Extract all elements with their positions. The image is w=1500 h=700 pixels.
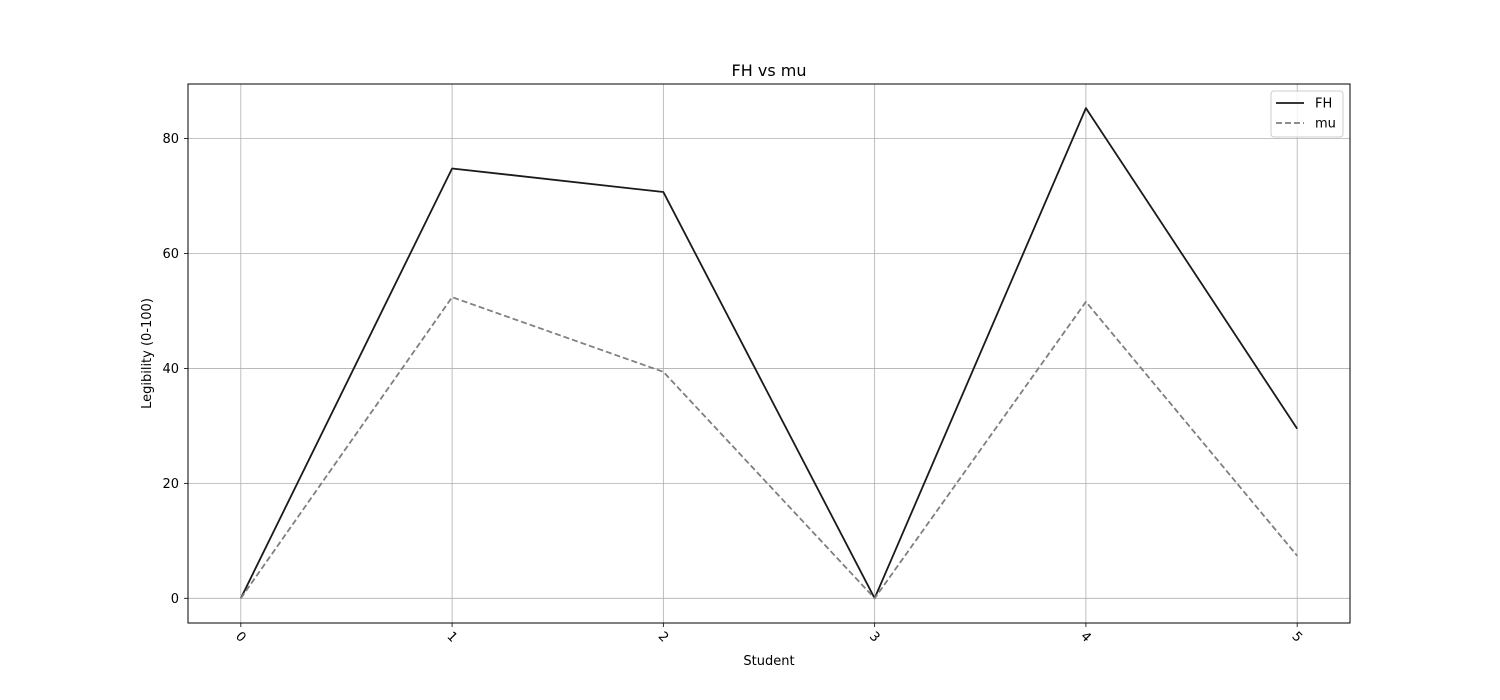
y-tick-label: 0 [171,592,179,607]
plot-frame [187,83,1351,624]
y-tick-label: 20 [162,477,179,492]
x-tick-label: 0 [232,629,248,645]
x-tick-label: 1 [444,629,460,645]
x-axis-label: Student [743,654,794,669]
series-line-fh [240,107,1298,600]
x-tick-label: 2 [655,629,671,645]
axis-ticks: 0 1 2 3 4 5 0 20 40 60 80 [162,132,1305,645]
y-tick-label: 60 [162,247,179,262]
chart-title: FH vs mu [732,61,807,80]
legend-label-mu: mu [1315,117,1336,132]
x-tick-label: 4 [1077,629,1093,645]
x-tick-label: 5 [1289,629,1305,645]
x-tick-label: 3 [866,629,882,645]
y-tick-label: 40 [162,362,179,377]
series-lines [240,107,1298,600]
series-line-mu [240,296,1298,600]
y-tick-label: 80 [162,132,179,147]
y-axis-label: Legibility (0-100) [140,298,155,409]
legend: FH mu [1270,90,1344,138]
legend-label-fh: FH [1315,97,1332,112]
grid-lines [188,84,1350,623]
